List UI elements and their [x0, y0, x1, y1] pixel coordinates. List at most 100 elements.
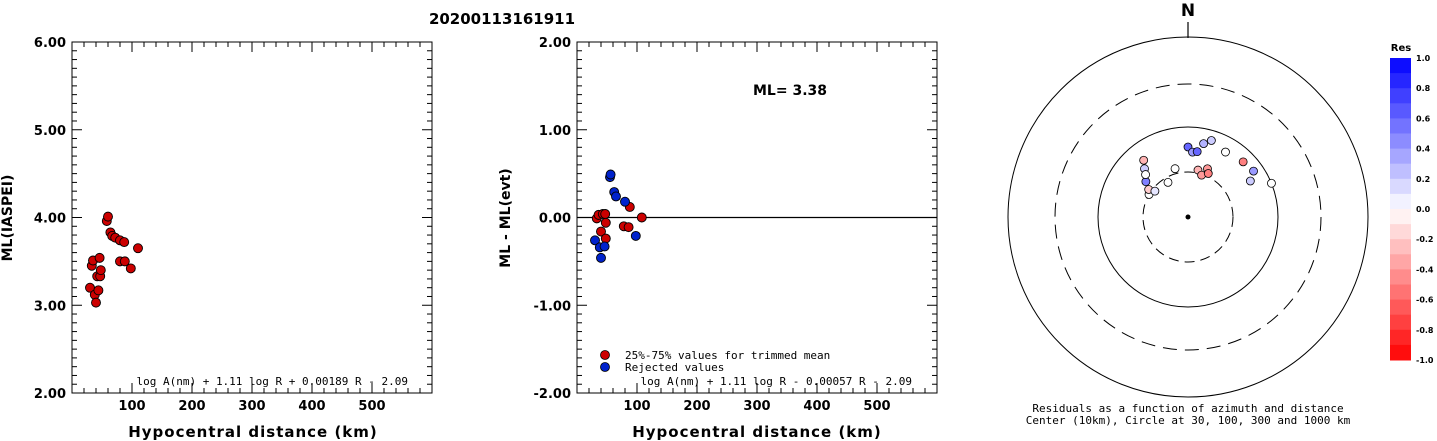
- y-axis-label: ML - ML(evt): [498, 168, 514, 267]
- colorbar-segment: [1390, 299, 1411, 316]
- colorbar-segment: [1390, 269, 1411, 285]
- station-marker: [1203, 169, 1213, 178]
- data-point: [636, 212, 647, 223]
- data-point: [590, 235, 600, 246]
- colorbar-segment: [1390, 88, 1411, 104]
- x-tick-label: 500: [358, 399, 385, 414]
- colorbar-tick-label: -0.2: [1416, 235, 1434, 244]
- station-marker: [1199, 139, 1208, 149]
- ml-value-annotation: ML= 3.38: [753, 83, 827, 99]
- station-marker: [1141, 170, 1150, 179]
- station-marker: [1238, 157, 1248, 167]
- colorbar-segment: [1390, 209, 1411, 225]
- data-point: [95, 265, 106, 276]
- data-point: [600, 217, 611, 228]
- station-marker: [1206, 136, 1216, 145]
- circle-100km: [1097, 126, 1279, 308]
- y-axis-label: ML(IASPEI): [0, 175, 16, 262]
- colorbar-tick-label: 0.0: [1416, 205, 1431, 214]
- colorbar-segment: [1390, 73, 1411, 89]
- colorbar-tick-label: 0.6: [1416, 114, 1431, 123]
- data-point: [600, 209, 611, 219]
- station-marker: [1192, 147, 1202, 157]
- colorbar-tick-label: -0.8: [1416, 326, 1434, 335]
- station-marker: [1267, 178, 1276, 188]
- colorbar-tick-label: -0.4: [1416, 265, 1434, 274]
- x-tick-label: 300: [238, 399, 265, 414]
- data-point: [133, 243, 143, 254]
- colorbar-segment: [1390, 239, 1411, 255]
- y-tick-label: 3.00: [34, 299, 66, 314]
- y-tick-label: -1.00: [534, 299, 571, 314]
- x-tick-label: 500: [863, 399, 890, 414]
- x-tick-label: 200: [178, 399, 205, 414]
- data-point: [599, 241, 610, 252]
- data-point: [611, 191, 621, 202]
- data-point: [119, 256, 130, 267]
- colorbar-tick-label: 0.2: [1416, 175, 1430, 184]
- colorbar-segment: [1390, 178, 1411, 195]
- legend-label-trimmed: 25%-75% values for trimmed mean: [625, 349, 830, 362]
- polar-caption-line1: Residuals as a function of azimuth and d…: [1032, 402, 1343, 415]
- colorbar-tick-label: 0.4: [1416, 145, 1431, 154]
- formula-label: log A(nm) + 1.11 log R + 0.00189 R - 2.0…: [136, 375, 408, 388]
- epicenter-marker: [1185, 214, 1191, 220]
- legend-marker-rejected: [600, 362, 610, 372]
- data-point: [119, 237, 130, 248]
- colorbar-segment: [1390, 224, 1411, 240]
- circle-300km: [1054, 83, 1322, 351]
- colorbar-tick-label: 0.8: [1416, 84, 1431, 93]
- colorbar-segment: [1390, 163, 1411, 180]
- y-tick-label: 5.00: [34, 124, 66, 139]
- colorbar-segment: [1390, 118, 1411, 134]
- colorbar-segment: [1390, 314, 1411, 331]
- data-point: [91, 297, 101, 308]
- formula-label: log A(nm) + 1.11 log R - 0.00057 R - 2.0…: [640, 375, 912, 388]
- data-point: [125, 263, 136, 274]
- ml-residual-panel: ML - ML(evt) Hypocentral distance (km) M…: [498, 36, 938, 441]
- north-label: N: [1181, 1, 1195, 21]
- colorbar-segment: [1390, 344, 1411, 361]
- data-point: [94, 252, 105, 263]
- event-title: 20200113161911: [429, 10, 575, 28]
- station-marker: [1245, 176, 1255, 186]
- circle-30km: [1142, 171, 1234, 263]
- colorbar-segment: [1390, 284, 1411, 301]
- station-marker: [1150, 186, 1160, 196]
- colorbar-segment: [1390, 58, 1411, 74]
- x-axis-label: Hypocentral distance (km): [632, 423, 882, 441]
- colorbar-segment: [1390, 193, 1411, 210]
- station-marker: [1163, 177, 1173, 187]
- polar-caption-line2: Center (10km), Circle at 30, 100, 300 an…: [1026, 414, 1351, 427]
- colorbar-title: Res: [1391, 43, 1411, 54]
- x-tick-label: 100: [118, 399, 145, 414]
- station-marker: [1170, 164, 1180, 174]
- y-tick-label: 4.00: [34, 212, 66, 227]
- colorbar-segment: [1390, 254, 1411, 270]
- station-marker: [1221, 147, 1230, 157]
- data-point: [596, 226, 606, 237]
- x-tick-label: 400: [803, 399, 830, 414]
- colorbar-segment: [1390, 103, 1411, 119]
- colorbar-tick-label: -0.6: [1416, 296, 1434, 305]
- y-tick-label: 1.00: [539, 124, 571, 139]
- y-tick-label: -2.00: [534, 387, 571, 402]
- y-tick-label: 6.00: [34, 36, 66, 51]
- colorbar-segment: [1390, 329, 1411, 346]
- data-point: [630, 230, 641, 241]
- data-point: [623, 222, 634, 233]
- plot-frame: [71, 41, 433, 394]
- x-tick-label: 200: [683, 399, 710, 414]
- data-point: [605, 169, 616, 180]
- data-point: [620, 196, 630, 207]
- x-tick-label: 100: [623, 399, 650, 414]
- legend-label-rejected: Rejected values: [625, 361, 724, 374]
- colorbar-segment: [1390, 133, 1411, 150]
- legend-marker-trimmed: [600, 350, 610, 360]
- colorbar-tick-label: -1.0: [1416, 356, 1434, 365]
- x-axis-label: Hypocentral distance (km): [128, 423, 378, 441]
- x-tick-label: 300: [743, 399, 770, 414]
- data-point: [93, 285, 104, 296]
- y-tick-label: 2.00: [34, 387, 66, 402]
